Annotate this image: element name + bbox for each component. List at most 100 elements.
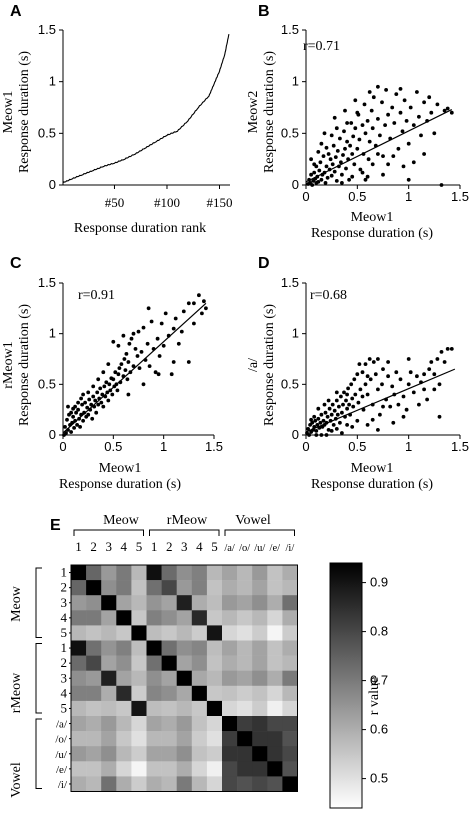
panel-d-data-point (313, 418, 318, 423)
panel-c-fit-line (62, 302, 207, 434)
panel-d-data-point (437, 414, 442, 419)
panel-c-xlabel-line1: Meow1 (99, 461, 142, 476)
panel-b-data-point (349, 121, 354, 125)
row-group-label-vowel: Vowel (9, 762, 24, 798)
panel-c-x-tick-label: 1.5 (205, 439, 223, 454)
panel-d-data-point (316, 406, 321, 411)
heatmap-cell (71, 746, 87, 762)
heatmap-cell (282, 700, 298, 717)
heatmap-cell (146, 625, 162, 641)
heatmap-cell (252, 761, 268, 777)
panel-d-x-tick-label: 1 (405, 439, 412, 454)
panel-d-data-point (368, 377, 373, 382)
heatmap-cell (86, 580, 102, 596)
panel-c-data-point (90, 416, 95, 421)
heatmap-cell (86, 700, 102, 717)
panel-c-data-point (81, 392, 85, 397)
panel-a-y-tick-label: 0 (49, 177, 56, 192)
panel-c-data-point (131, 364, 136, 368)
heatmap-cell (146, 746, 162, 762)
panel-d-data-point (406, 357, 411, 361)
panel-c-data-point (181, 309, 186, 314)
panel-c-data-point (116, 343, 121, 348)
panel-c-data-point (63, 425, 67, 429)
panel-d-data-point (381, 404, 385, 409)
column-group-bracket (224, 529, 295, 536)
panel-b-data-point (309, 157, 313, 162)
panel-b-data-point (376, 84, 380, 89)
panel-b-data-point (417, 114, 421, 119)
panel-b: B Meow2 Response duration (s) r=0.71 000… (246, 3, 469, 241)
panel-d-data-point (332, 408, 337, 413)
panel-b-data-point (330, 162, 335, 167)
heatmap-cell (191, 565, 208, 581)
heatmap-cell (282, 761, 298, 777)
panel-c-x-tick-label: 0.5 (104, 439, 122, 454)
row-group-label-rmeow: rMeow (9, 672, 24, 713)
panel-c-data-point (127, 341, 132, 346)
panel-d-data-point (381, 367, 385, 371)
panel-d-data-point (316, 416, 321, 421)
panel-d-data-point (350, 425, 355, 429)
panel-d-data-point (415, 374, 419, 379)
panel-d-xlabel-line2: Response duration (s) (311, 477, 433, 492)
heatmap-cell (176, 670, 193, 687)
panel-d-data-point (427, 367, 432, 371)
panel-b-data-point (350, 174, 355, 179)
panel-c-data-point (126, 392, 131, 397)
heatmap-cell (237, 640, 253, 656)
heatmap-cell (116, 685, 132, 702)
heatmap-column-label: 1 (75, 539, 82, 554)
panel-d-data-point (339, 394, 343, 399)
heatmap-cell (101, 640, 117, 656)
heatmap-cell (86, 731, 102, 747)
heatmap-cell (206, 761, 223, 777)
panel-d-r-value: r=0.68 (310, 288, 347, 303)
panel-c-data-point (95, 390, 100, 395)
heatmap-cell (116, 625, 132, 641)
panel-c-data-point (192, 301, 196, 306)
heatmap-cell (206, 595, 223, 611)
panel-c-data-point (98, 386, 103, 391)
heatmap-cell (267, 761, 283, 777)
panel-c-data-point (176, 341, 181, 346)
heatmap-row-label: 1 (61, 640, 68, 655)
heatmap-cell (282, 595, 298, 611)
heatmap-cell (131, 716, 147, 732)
panel-b-data-point (365, 119, 370, 123)
panel-b-data-point (429, 110, 434, 115)
panel-d-data-point (365, 392, 370, 397)
panel-c-data-point (81, 418, 85, 423)
panel-c-data-point (75, 423, 79, 427)
heatmap-cell (101, 685, 117, 702)
panel-d-data-point (318, 420, 323, 425)
heatmap-row-label: 3 (61, 595, 68, 610)
heatmap-cell (237, 685, 253, 702)
panel-d-data-point (352, 377, 357, 382)
panel-b-x-tick-label: 0 (302, 189, 309, 204)
heatmap-column-label: 2 (166, 539, 173, 554)
panel-c-y-tick-label: 0 (49, 427, 56, 442)
panel-b-data-point (419, 133, 423, 138)
panel-c-y-tick-label: 0.5 (38, 376, 56, 391)
panel-d-data-point (322, 402, 327, 407)
panel-c-data-point (94, 410, 99, 415)
panel-d-data-point (417, 402, 421, 407)
panel-b-data-point (386, 112, 390, 117)
heatmap-cell (176, 610, 193, 626)
panel-b-data-point (342, 129, 346, 134)
panel-d-data-point (365, 423, 370, 427)
heatmap-row-label: 3 (61, 670, 68, 685)
heatmap-cell (237, 565, 253, 581)
group-brackets (35, 529, 295, 789)
panel-d-xlabel-line1: Meow1 (351, 461, 394, 476)
heatmap-cell (206, 731, 223, 747)
heatmap-cell (191, 670, 208, 687)
panel-c-data-point (131, 331, 136, 336)
heatmap-cell (146, 776, 162, 792)
heatmap-cell (237, 716, 253, 732)
panel-c-data-point (161, 343, 166, 348)
heatmap-cell (116, 580, 132, 596)
panel-c-data-point (171, 360, 176, 364)
